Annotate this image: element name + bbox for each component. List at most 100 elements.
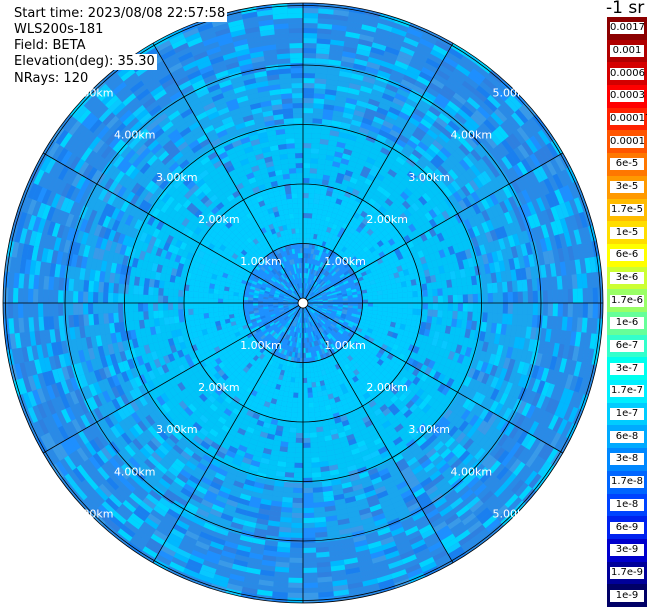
beta-cell (303, 238, 307, 244)
beta-cell (298, 327, 301, 333)
beta-cell (168, 295, 174, 303)
beta-cell (313, 330, 318, 336)
beta-cell (303, 332, 305, 338)
beta-cell (218, 168, 228, 178)
beta-cell (260, 141, 270, 149)
beta-cell (241, 162, 252, 171)
beta-cell (291, 351, 296, 358)
beta-cell (374, 111, 387, 121)
beta-cell (306, 337, 310, 343)
beta-cell (242, 264, 249, 271)
beta-cell (270, 201, 278, 208)
beta-cell (208, 428, 219, 438)
beta-cell (369, 352, 376, 360)
beta-cell (330, 387, 338, 394)
beta-cell (269, 292, 275, 296)
beta-cell (245, 281, 252, 287)
beta-cell (125, 369, 134, 381)
beta-cell (399, 323, 406, 331)
beta-cell (143, 303, 149, 312)
beta-cell (483, 263, 491, 275)
beta-cell (360, 122, 372, 131)
beta-cell (322, 331, 327, 337)
beta-cell (294, 382, 299, 388)
beta-cell (214, 279, 221, 286)
beta-cell (151, 334, 159, 344)
beta-cell (153, 255, 161, 265)
beta-cell (379, 193, 388, 202)
beta-cell (381, 395, 390, 405)
beta-cell (347, 238, 354, 245)
beta-cell (304, 293, 307, 299)
beta-cell (329, 276, 335, 281)
beta-cell (376, 358, 384, 366)
beta-cell (467, 311, 473, 321)
beta-cell (259, 431, 269, 439)
beta-cell (318, 224, 324, 231)
beta-cell (279, 292, 285, 296)
beta-cell (194, 448, 205, 459)
beta-cell (252, 278, 259, 283)
beta-cell (292, 263, 296, 270)
beta-cell (308, 407, 315, 413)
beta-cell (339, 273, 345, 279)
beta-cell (294, 467, 303, 473)
beta-cell (298, 293, 302, 299)
beta-cell (109, 353, 118, 365)
beta-cell (190, 232, 199, 241)
beta-cell (276, 329, 281, 335)
beta-cell (347, 401, 356, 409)
beta-cell (263, 231, 269, 239)
beta-cell (331, 279, 337, 284)
beta-cell (227, 250, 235, 257)
beta-cell (218, 193, 227, 202)
beta-cell (291, 280, 295, 286)
beta-cell (391, 386, 400, 395)
beta-cell (277, 316, 283, 321)
beta-cell (240, 258, 247, 265)
beta-cell (208, 463, 220, 473)
beta-cell (269, 329, 275, 335)
beta-cell (371, 164, 381, 174)
beta-cell (291, 407, 298, 413)
beta-cell (250, 318, 257, 323)
beta-cell (296, 173, 303, 179)
beta-cell (231, 263, 239, 269)
beta-cell (320, 348, 326, 355)
beta-cell (416, 172, 427, 183)
beta-cell (273, 114, 284, 121)
beta-cell (143, 277, 150, 287)
beta-cell (248, 297, 254, 301)
beta-cell (293, 298, 299, 302)
beta-cell (412, 303, 418, 310)
beta-cell (441, 317, 448, 326)
beta-cell (385, 411, 395, 421)
beta-cell (236, 225, 244, 233)
beta-cell (258, 359, 265, 366)
beta-cell (210, 458, 222, 468)
beta-cell (288, 391, 294, 398)
beta-cell (432, 139, 444, 151)
beta-cell (322, 174, 331, 181)
beta-cell (310, 452, 320, 458)
beta-cell (260, 457, 270, 465)
beta-cell (235, 206, 244, 215)
beta-cell (178, 309, 184, 317)
beta-cell (303, 387, 308, 393)
beta-cell (335, 248, 342, 255)
beta-cell (196, 405, 206, 415)
beta-cell (309, 178, 317, 184)
beta-cell (298, 218, 303, 224)
beta-cell (303, 218, 308, 224)
beta-cell (270, 371, 277, 378)
beta-cell (120, 200, 130, 213)
beta-cell (313, 335, 318, 342)
beta-cell (234, 122, 246, 131)
beta-cell (195, 418, 206, 428)
beta-cell (447, 310, 453, 319)
beta-cell (295, 233, 300, 239)
beta-cell (147, 169, 159, 181)
beta-cell (283, 229, 289, 236)
beta-cell (208, 312, 215, 318)
beta-cell (317, 286, 323, 291)
